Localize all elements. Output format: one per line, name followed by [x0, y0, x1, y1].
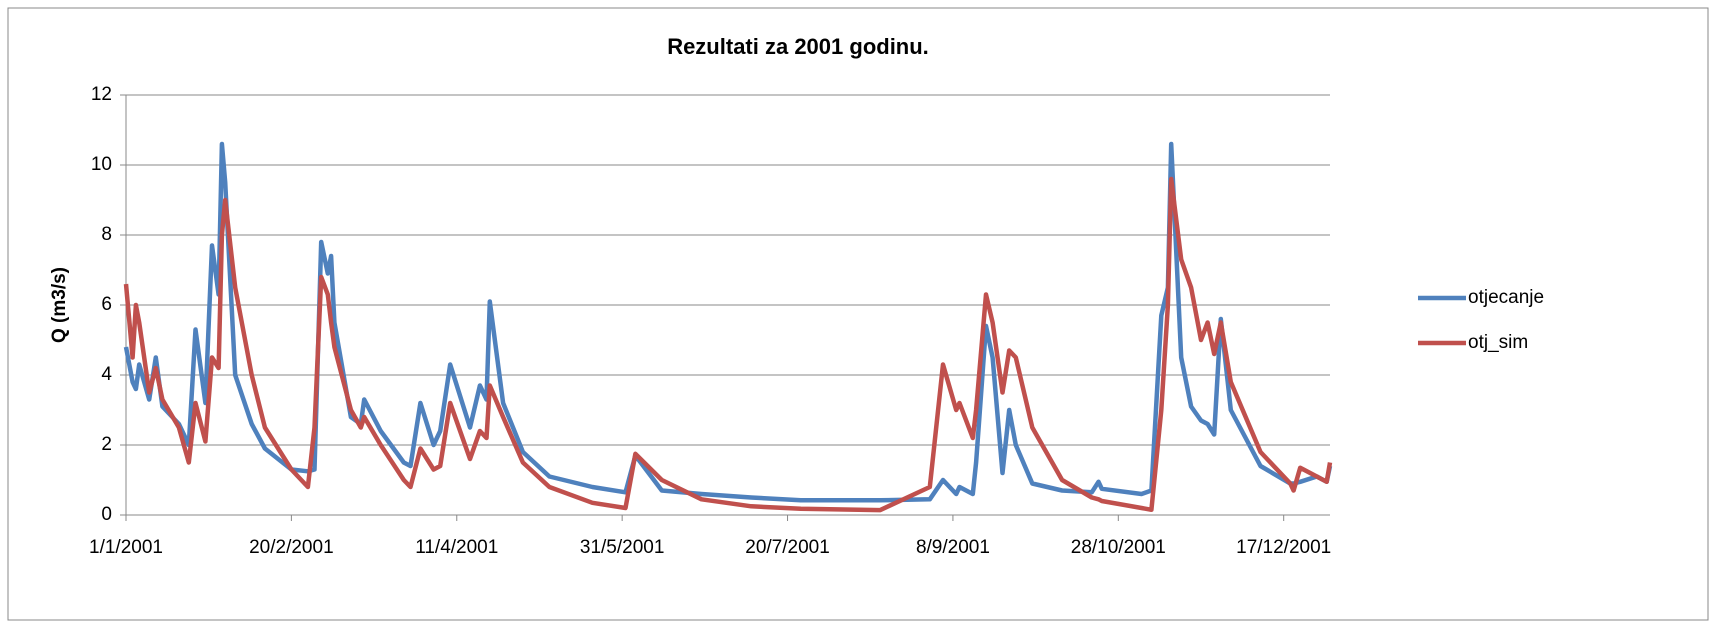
legend-label: otjecanje: [1468, 287, 1544, 308]
data-line: [123, 141, 1333, 503]
x-tick-label: 1/1/2001: [89, 537, 163, 558]
x-tick-label: 8/9/2001: [916, 537, 990, 558]
x-tick-label: 17/12/2001: [1236, 537, 1331, 558]
y-tick-label: 6: [101, 294, 112, 315]
y-axis-label: Q (m3/s): [49, 267, 70, 343]
x-tick-label: 11/4/2001: [415, 537, 498, 558]
y-tick-label: 8: [101, 224, 112, 245]
x-tick-label: 31/5/2001: [580, 537, 665, 558]
chart-title: Rezultati za 2001 godinu.: [667, 34, 929, 59]
y-tick-label: 4: [101, 364, 112, 385]
x-tick-label: 28/10/2001: [1071, 537, 1166, 558]
data-line: [123, 176, 1333, 513]
x-tick-label: 20/7/2001: [745, 537, 830, 558]
y-tick-label: 0: [101, 504, 112, 525]
chart-frame: [7, 7, 1709, 621]
y-tick-label: 10: [91, 154, 112, 175]
x-tick-label: 20/2/2001: [249, 537, 334, 558]
y-tick-label: 2: [101, 434, 112, 455]
legend-label: otj_sim: [1468, 332, 1528, 353]
y-tick-label: 12: [91, 84, 112, 105]
